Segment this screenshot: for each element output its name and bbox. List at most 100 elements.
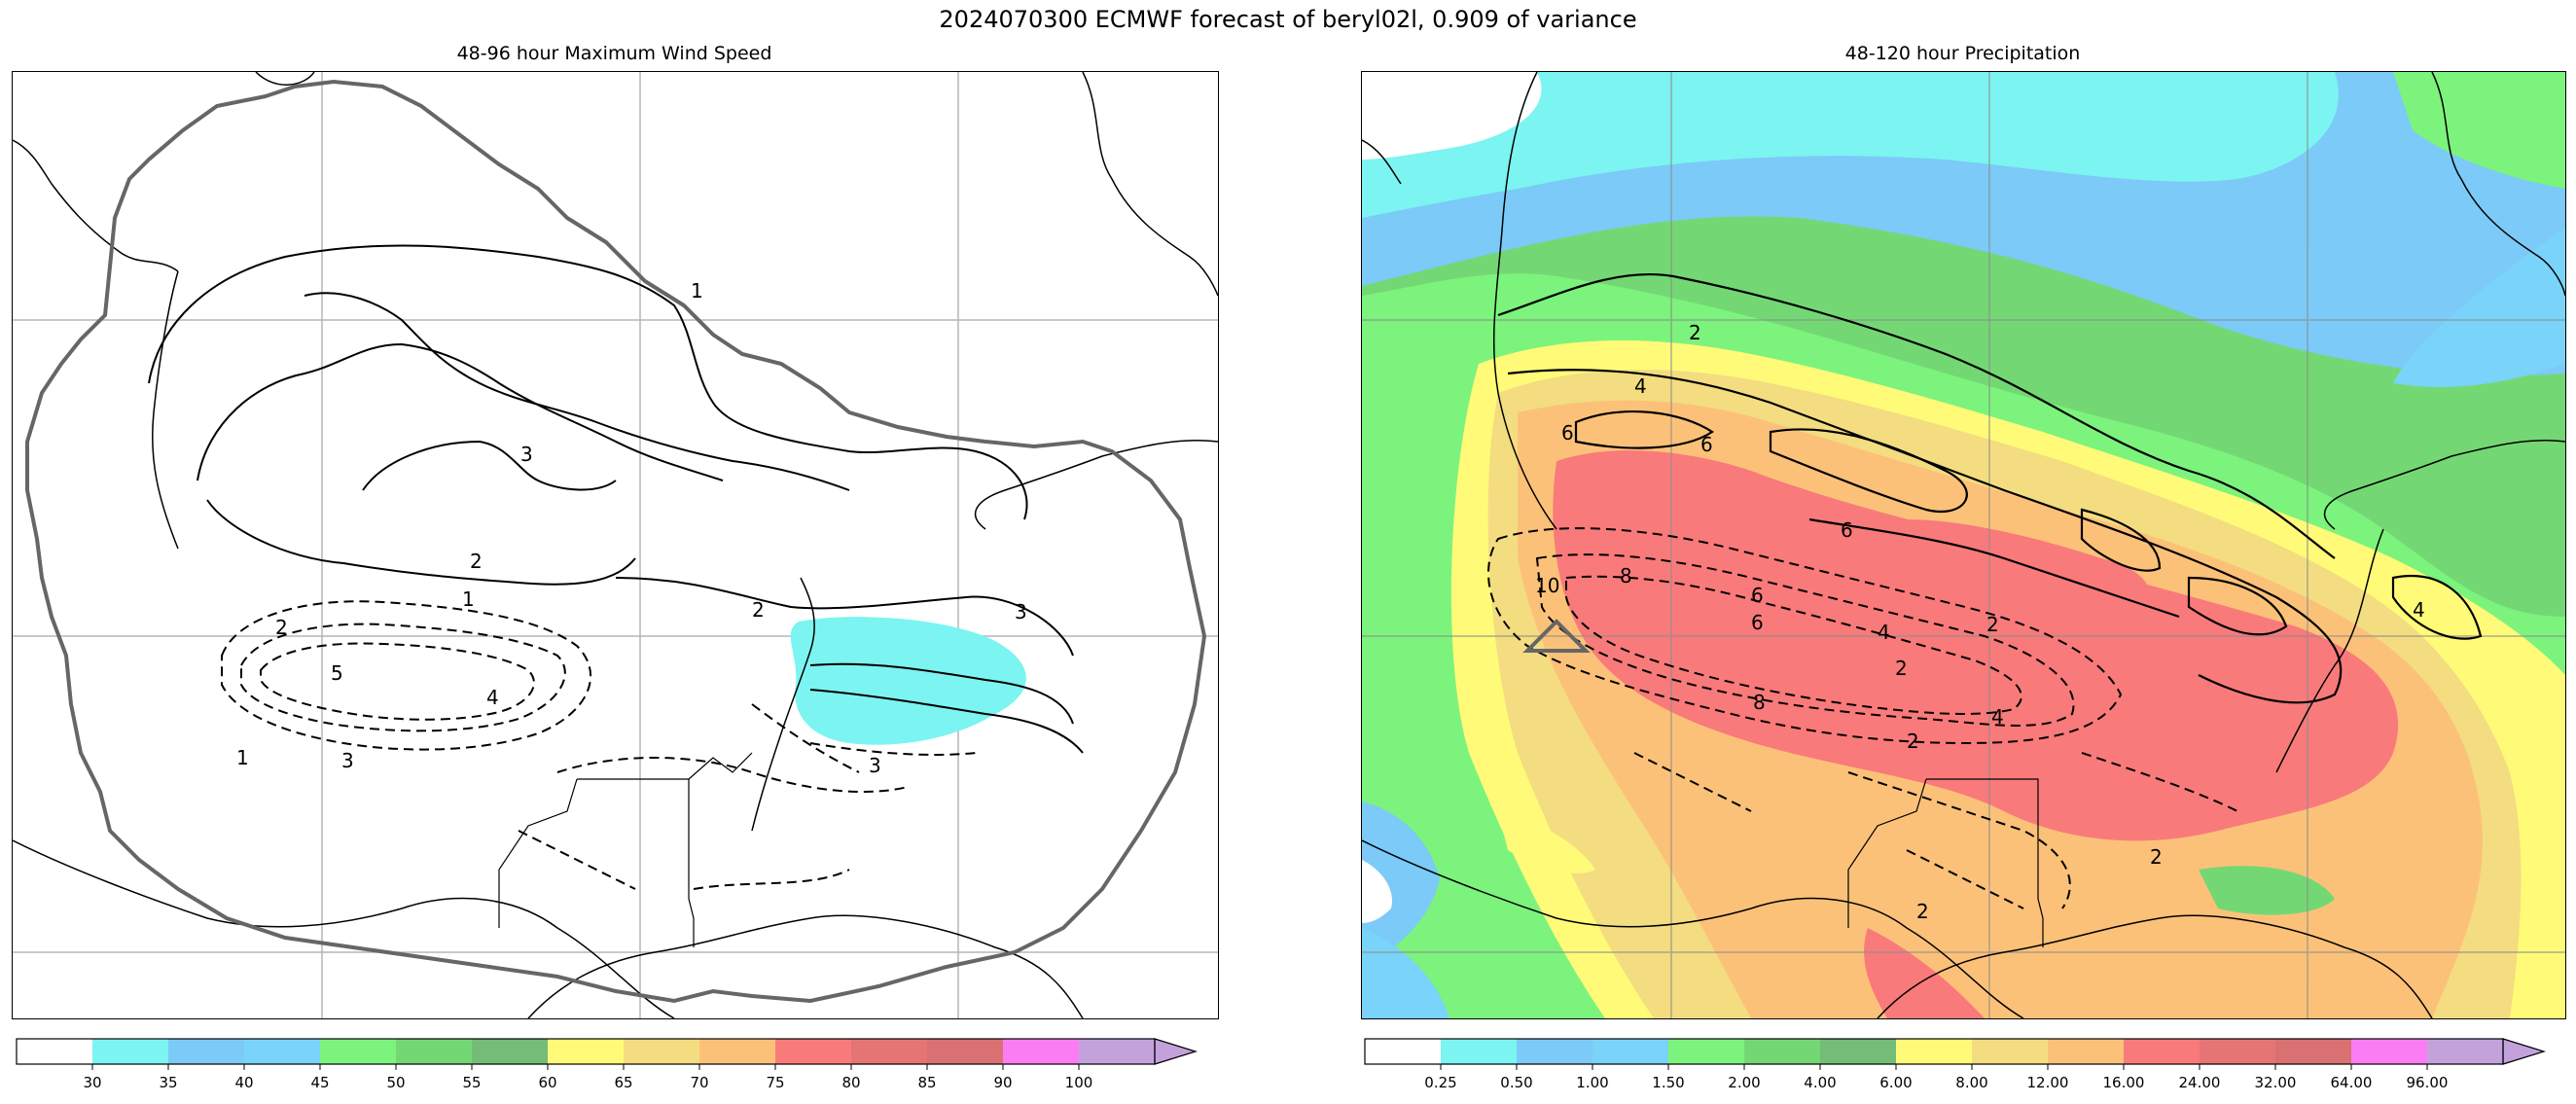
left-map: 1 2 3 1 2 2 3 5 4 3 1 3 [12,71,1219,1019]
svg-text:6: 6 [1841,518,1853,542]
right-borders [1847,778,2044,947]
svg-text:4: 4 [2413,598,2425,622]
left-colorbar-segment [17,1039,92,1064]
left-colorbar-segment [927,1039,1003,1064]
right-colorbar-segment [2048,1039,2124,1064]
svg-text:3: 3 [520,443,533,466]
right-colorbar-segment [1517,1039,1592,1064]
wind-solid-contours [148,244,1084,754]
svg-text:4: 4 [1634,374,1647,398]
right-colorbar-segment [2351,1039,2427,1064]
left-colorbar-tick-label: 45 [310,1074,329,1091]
right-colorbar-segment [2427,1039,2503,1064]
svg-text:10: 10 [1535,574,1559,597]
precip-dashed-contours [1487,527,2238,909]
svg-text:4: 4 [1878,621,1890,644]
svg-text:6: 6 [1751,611,1764,634]
right-colorbar-tick-label: 1.00 [1576,1074,1608,1091]
right-colorbar-tick-label: 16.00 [2103,1074,2145,1091]
left-contour-labels: 1 2 3 1 2 2 3 5 4 3 1 3 [236,279,1027,777]
right-colorbar-segment [2200,1039,2275,1064]
svg-text:6: 6 [1751,584,1764,607]
left-colorbar-tick-label: 75 [766,1074,784,1091]
svg-text:2: 2 [1907,730,1919,753]
right-colorbar-tick-label: 8.00 [1955,1074,1987,1091]
right-colorbar-extend-arrow [2502,1038,2547,1065]
svg-text:1: 1 [236,746,249,769]
storm-marker [1522,619,1591,653]
svg-text:3: 3 [869,754,881,777]
left-borders [498,752,753,947]
left-colorbar-tick-label: 90 [993,1074,1012,1091]
left-coastlines [13,72,1218,1018]
left-colorbar-segment [472,1039,548,1064]
left-colorbar-segment [1003,1039,1079,1064]
figure-title: 2024070300 ECMWF forecast of beryl02l, 0… [939,6,1637,33]
left-colorbar-tick-label: 60 [538,1074,556,1091]
right-colorbar-tick-label: 1.50 [1652,1074,1684,1091]
svg-text:8: 8 [1753,691,1766,714]
right-colorbar-tick-label: 96.00 [2407,1074,2449,1091]
right-colorbar-tick-label: 4.00 [1804,1074,1836,1091]
right-colorbar-tick-label: 6.00 [1879,1074,1912,1091]
left-colorbar-segment [775,1039,851,1064]
left-colorbar-segment [851,1039,927,1064]
svg-text:3: 3 [341,749,354,772]
right-gridlines [1362,72,2565,1018]
right-map: 2 4 6 6 6 6 10 8 6 4 4 2 2 8 4 2 2 2 [1361,71,2566,1019]
left-colorbar-segment [699,1039,775,1064]
left-colorbar-tick-label: 35 [159,1074,177,1091]
svg-text:2: 2 [1895,657,1908,680]
svg-text:4: 4 [1991,705,2004,729]
left-colorbar-segment [92,1039,168,1064]
left-colorbar-tick-label: 70 [690,1074,708,1091]
left-colorbar-tick-label: 40 [234,1074,253,1091]
left-colorbar-tick-label: 55 [462,1074,481,1091]
left-colorbar-segment [1079,1039,1155,1064]
left-colorbar: 30 35 40 45 50 55 60 65 70 75 80 85 90 100 [16,1037,1223,1095]
precipitation-field [1362,72,2565,1018]
svg-text:3: 3 [1015,600,1027,623]
svg-text:2: 2 [1916,900,1929,923]
svg-text:8: 8 [1620,564,1632,588]
right-colorbar-tick-label: 0.50 [1500,1074,1532,1091]
right-panel-title: 48-120 hour Precipitation [1844,43,2081,64]
svg-text:6: 6 [1700,433,1713,456]
svg-text:2: 2 [2150,845,2163,869]
svg-text:1: 1 [691,279,703,303]
right-colorbar-tick-label: 32.00 [2255,1074,2297,1091]
right-contour-labels: 2 4 6 6 6 6 10 8 6 4 4 2 2 8 4 2 2 2 [1535,321,2425,923]
left-panel-title: 48-96 hour Maximum Wind Speed [456,43,772,64]
left-colorbar-segment [624,1039,699,1064]
right-colorbar-segment [1896,1039,1972,1064]
left-gridlines [13,72,1218,1018]
left-colorbar-tick-label: 65 [614,1074,632,1091]
svg-text:2: 2 [1986,613,1999,636]
wind-dashed-contours [221,600,977,890]
track-outline [25,79,1207,1004]
right-colorbar-segment [1365,1039,1441,1064]
svg-text:2: 2 [470,550,483,573]
svg-text:5: 5 [331,661,343,685]
right-colorbar-tick-label: 12.00 [2027,1074,2069,1091]
right-colorbar-segment [2124,1039,2200,1064]
right-colorbar: 0.25 0.50 1.00 1.50 2.00 4.00 6.00 8.00 12.00 16.… [1364,1037,2571,1095]
left-colorbar-outline [16,1038,1156,1065]
svg-text:4: 4 [486,686,499,709]
right-colorbar-tick-label: 24.00 [2179,1074,2221,1091]
precip-solid-contours [1497,272,2483,704]
right-colorbar-segment [1592,1039,1668,1064]
right-colorbar-segment [1744,1039,1820,1064]
svg-text:6: 6 [1561,421,1574,445]
left-colorbar-segment [548,1039,624,1064]
right-colorbar-tick-label: 64.00 [2331,1074,2373,1091]
svg-text:2: 2 [1689,321,1701,344]
left-colorbar-segment [244,1039,320,1064]
right-colorbar-segment [1820,1039,1896,1064]
right-colorbar-segment [1972,1039,2048,1064]
wind-speed-shading [790,617,1026,745]
right-colorbar-outline [1364,1038,2504,1065]
left-colorbar-segment [320,1039,396,1064]
right-colorbar-tick-label: 0.25 [1424,1074,1456,1091]
svg-text:2: 2 [275,616,288,639]
